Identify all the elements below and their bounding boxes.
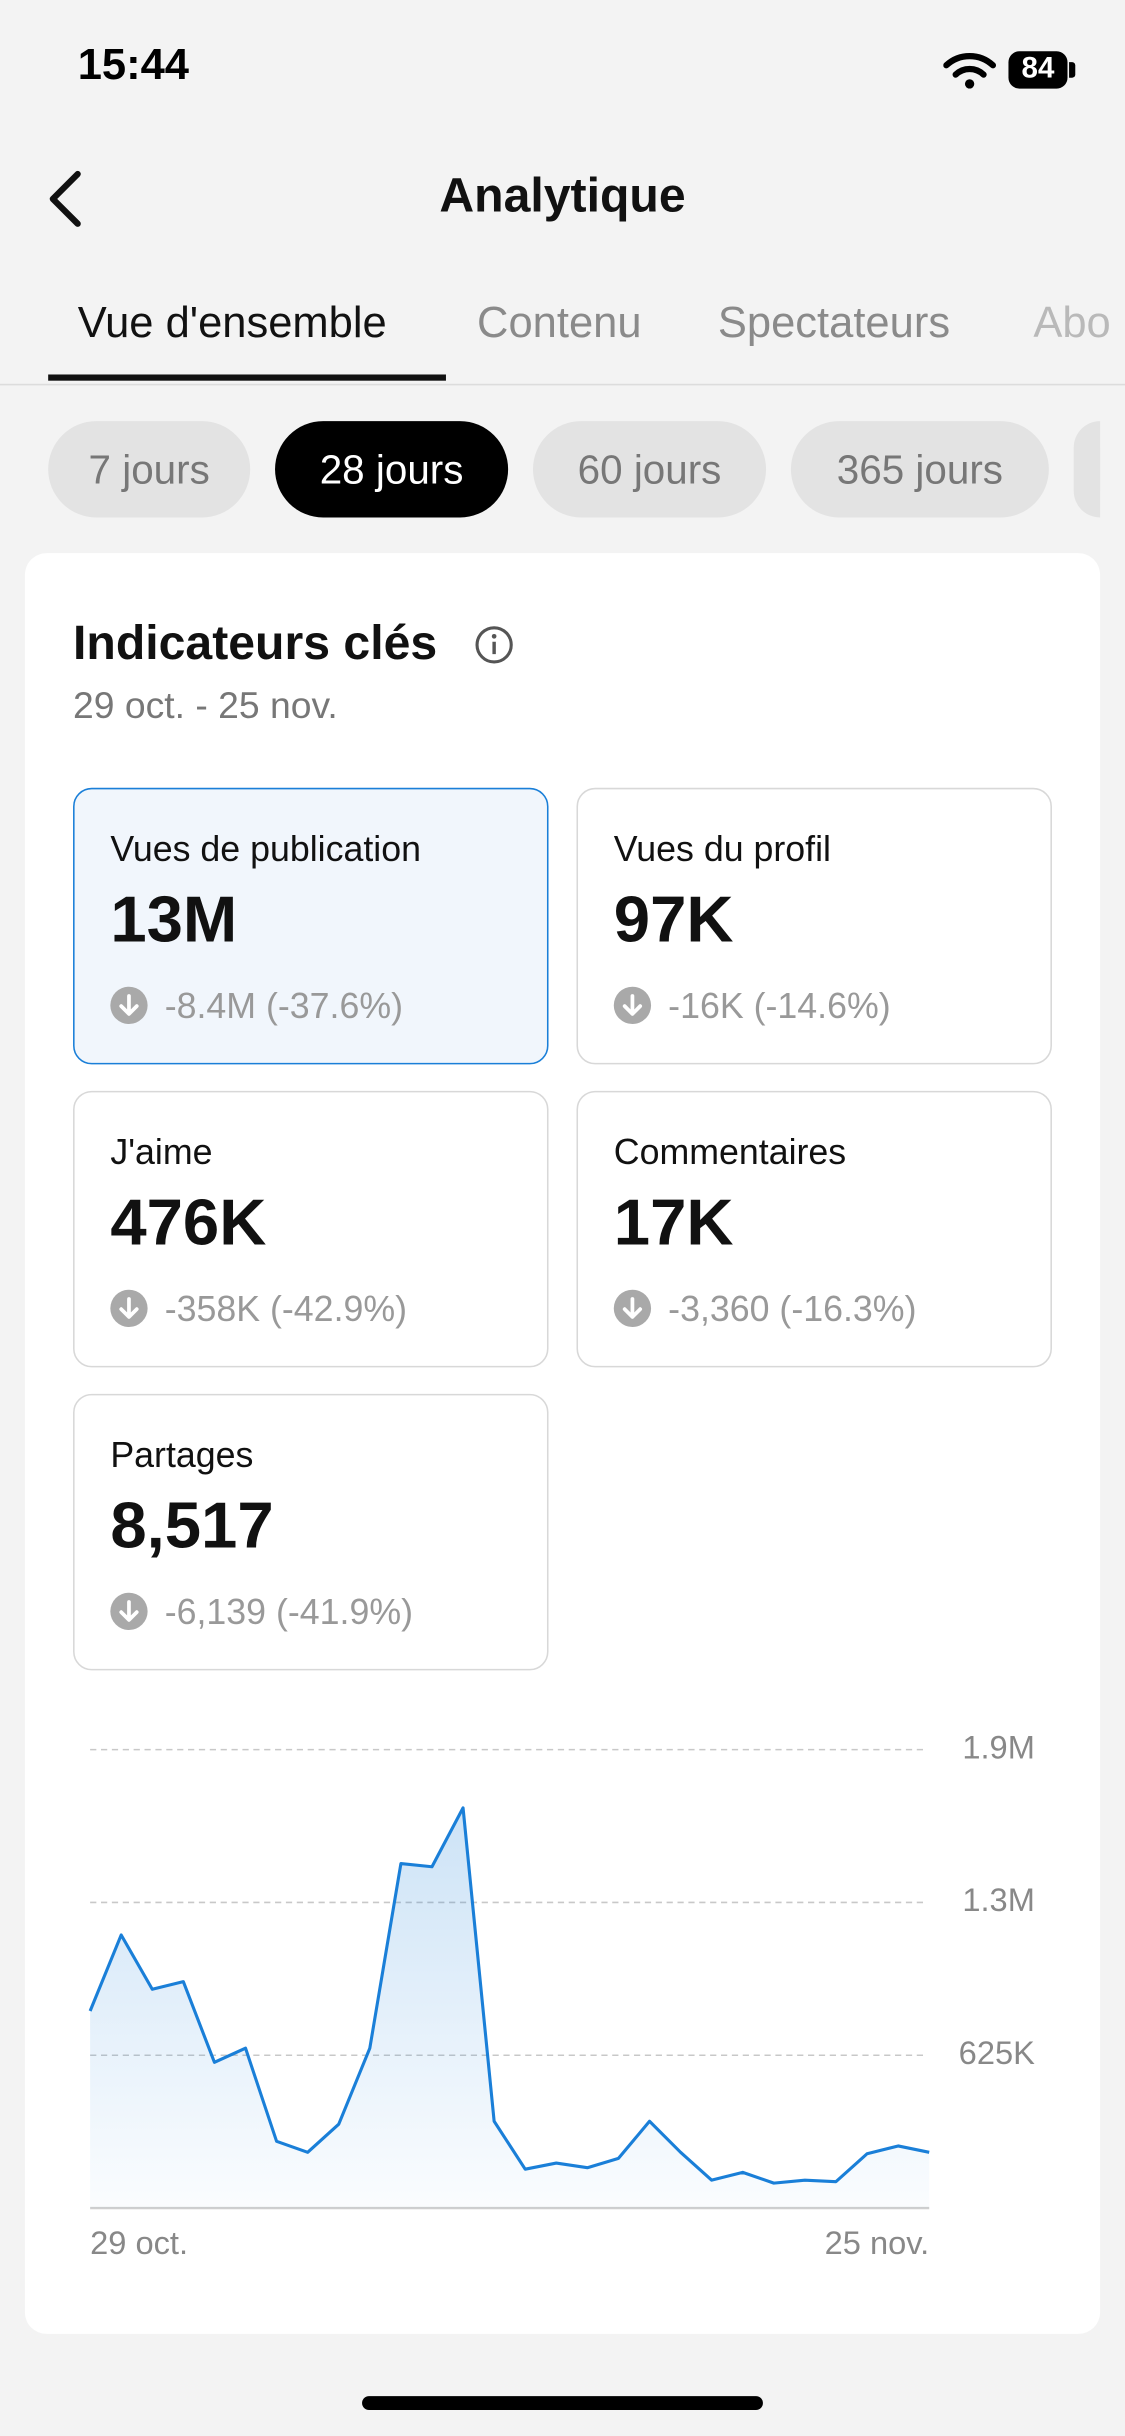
metric-change: -358K (-42.9%)	[164, 1288, 408, 1329]
card-title: Indicateurs clés	[73, 615, 438, 670]
metric-label: Partages	[110, 1434, 254, 1475]
arrow	[119, 1600, 139, 1622]
period-pill[interactable]: 60 jours	[532, 421, 767, 518]
chart: 625K 1.3M 1.9M 29 oct. 25 nov.	[88, 1728, 1035, 2261]
y-tick-label: 1.9M	[962, 1728, 1035, 1765]
battery-tip	[1069, 62, 1076, 78]
tab[interactable]: Abo	[1033, 298, 1111, 347]
y-tick-label: 625K	[959, 2034, 1035, 2071]
tab[interactable]: Contenu	[477, 298, 642, 347]
down-icon	[613, 1289, 652, 1328]
tab[interactable]: Vue d'ensemble	[77, 298, 387, 347]
metric-tile[interactable]: Commentaires 17K -3,360 (-16.3%)	[576, 1090, 1052, 1368]
date-range: 29 oct. - 25 nov.	[73, 685, 338, 728]
metric-value: 13M	[110, 882, 238, 956]
metric-change: -16K (-14.6%)	[668, 985, 891, 1026]
back-button[interactable]	[44, 168, 91, 230]
metric-tile[interactable]: Partages 8,517 -6,139 (-41.9%)	[73, 1393, 549, 1671]
tab[interactable]: Spectateurs	[717, 298, 951, 347]
battery: 84	[1008, 51, 1068, 89]
line	[88, 1806, 930, 2185]
arrow	[622, 1297, 643, 1319]
metric-change: -8.4M (-37.6%)	[164, 985, 404, 1026]
divider	[0, 383, 1125, 386]
metric-value: 97K	[613, 882, 734, 956]
tab-indicator	[48, 374, 446, 381]
wifi-icon	[943, 53, 997, 89]
period-pill[interactable]: 28 jours	[275, 421, 509, 518]
metric-value: 476K	[110, 1185, 267, 1259]
x-tick-label: 25 nov.	[825, 2224, 930, 2261]
page-title: Analytique	[439, 167, 686, 223]
period-pill[interactable]: 7 jours	[48, 421, 251, 518]
period-pill-partial[interactable]	[1073, 421, 1101, 518]
arrow	[119, 994, 139, 1016]
y-tick-label: 1.3M	[962, 1881, 1035, 1918]
arrow	[119, 1297, 139, 1319]
status-time: 15:44	[77, 40, 189, 89]
metric-change: -3,360 (-16.3%)	[668, 1288, 917, 1329]
metric-label: Vues du profil	[613, 828, 832, 869]
metric-label: J'aime	[110, 1131, 213, 1172]
info-icon[interactable]	[474, 625, 514, 665]
metric-tile[interactable]: Vues de publication 13M -8.4M (-37.6%)	[73, 787, 549, 1065]
metric-tile[interactable]: J'aime 476K -358K (-42.9%)	[73, 1090, 549, 1368]
metric-value: 8,517	[110, 1488, 274, 1562]
down-icon	[110, 986, 148, 1025]
metric-label: Commentaires	[613, 1131, 847, 1172]
metric-label: Vues de publication	[110, 828, 421, 869]
x-tick-label: 29 oct.	[90, 2224, 188, 2261]
period-pill[interactable]: 365 jours	[790, 421, 1049, 518]
tab-fade	[1072, 264, 1125, 381]
down-icon	[110, 1592, 148, 1631]
down-icon	[110, 1289, 148, 1328]
area	[90, 1807, 930, 2209]
down-icon	[613, 986, 652, 1025]
metric-value: 17K	[613, 1185, 734, 1259]
metric-tile[interactable]: Vues du profil 97K -16K (-14.6%)	[576, 787, 1052, 1065]
home-indicator	[362, 2396, 763, 2411]
arrow	[622, 994, 643, 1016]
metric-change: -6,139 (-41.9%)	[164, 1591, 414, 1632]
